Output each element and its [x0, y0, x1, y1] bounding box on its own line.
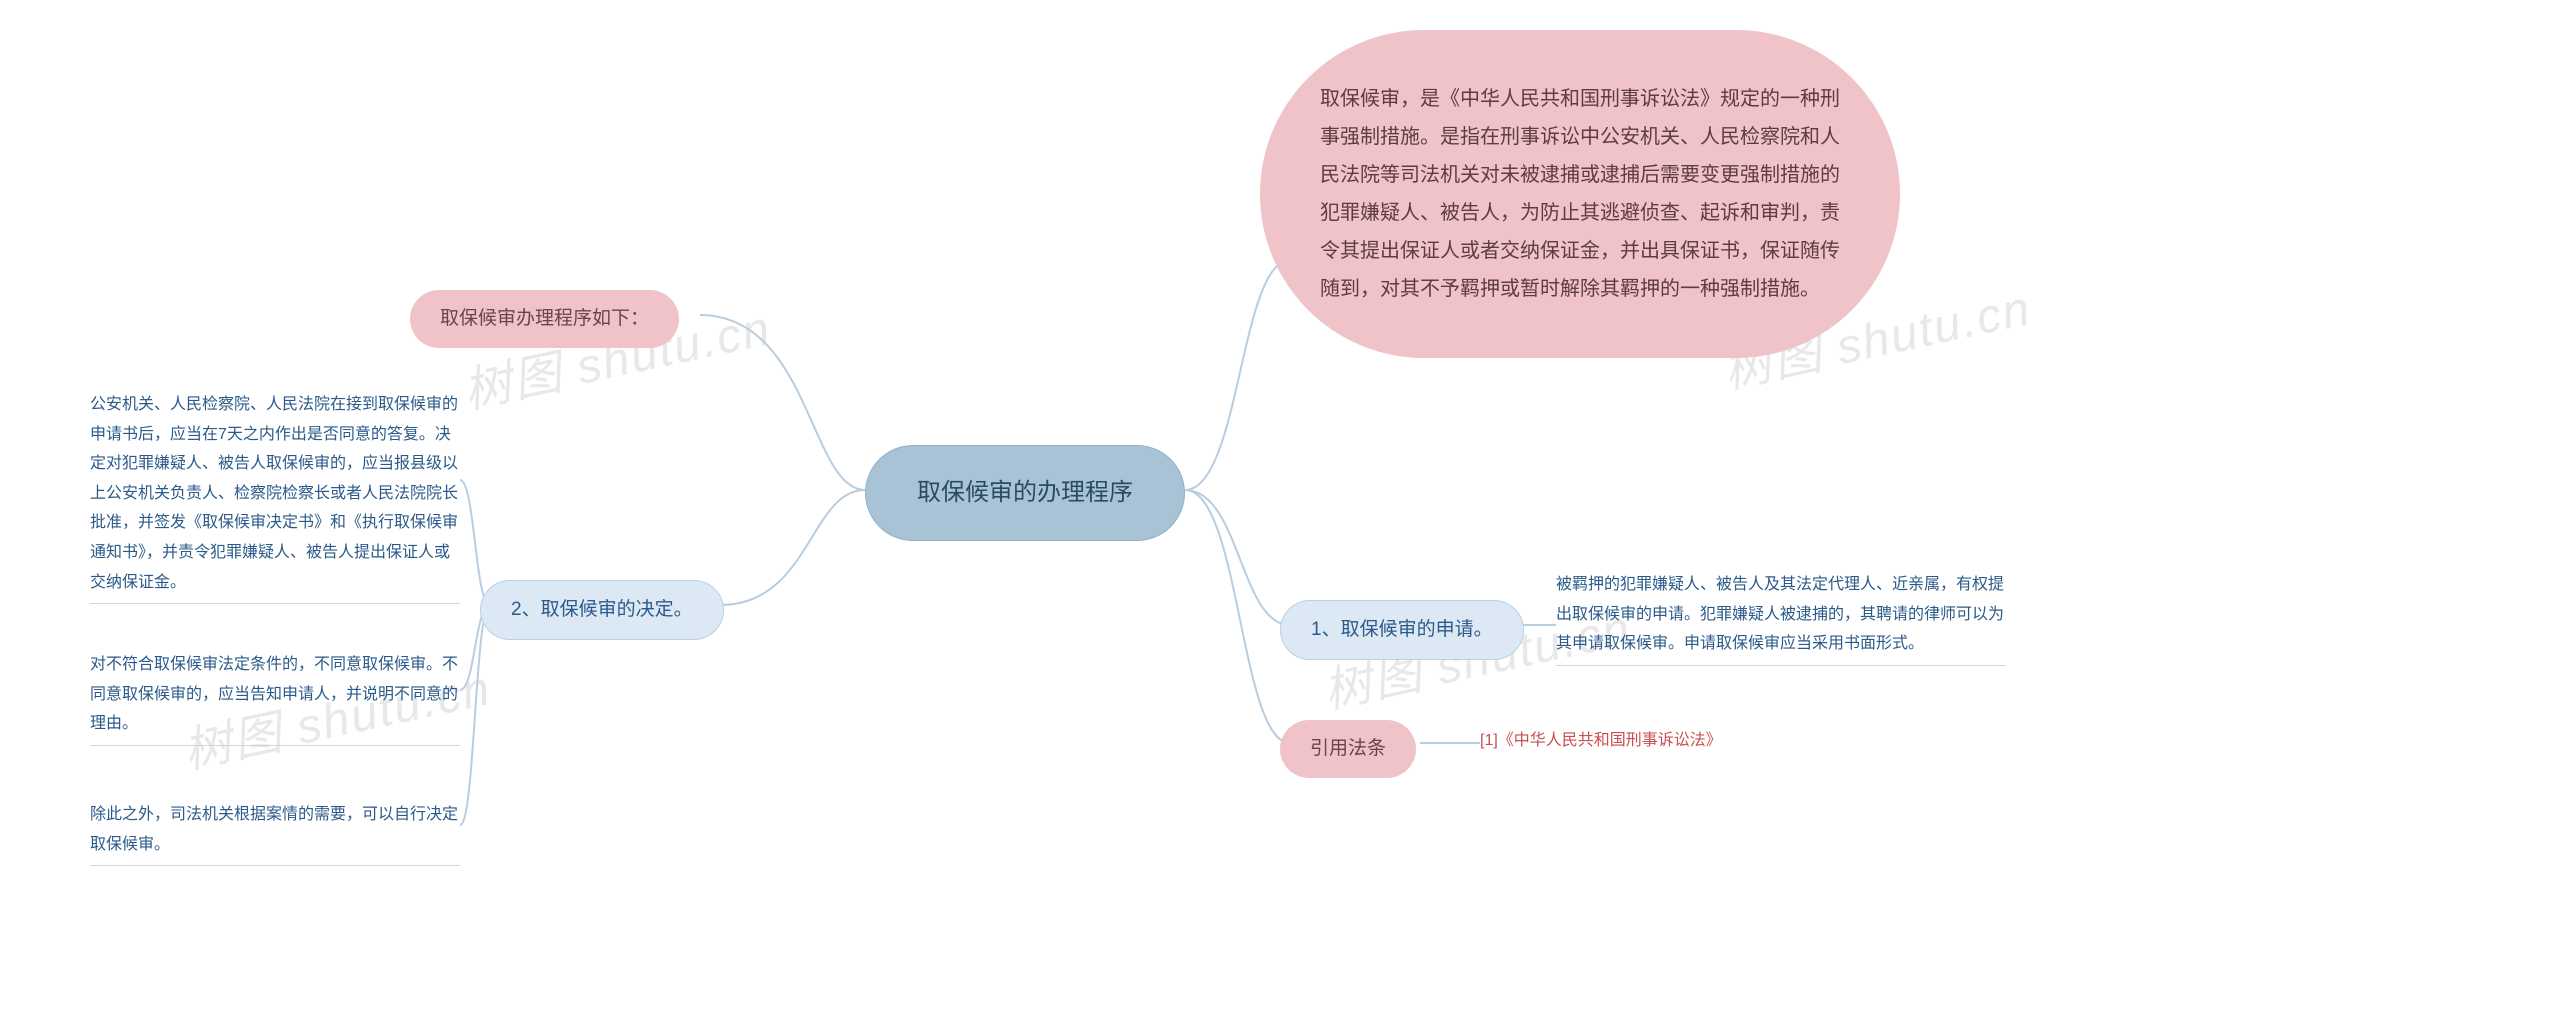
description-node: 取保候审，是《中华人民共和国刑事诉讼法》规定的一种刑事强制措施。是指在刑事诉讼中…: [1260, 30, 1900, 358]
leaf-decide-3: 除此之外，司法机关根据案情的需要，可以自行决定取保候审。: [90, 800, 460, 866]
leaf-decide-1: 公安机关、人民检察院、人民法院在接到取保候审的申请书后，应当在7天之内作出是否同…: [90, 390, 460, 604]
leaf-decide-2: 对不符合取保候审法定条件的，不同意取保候审。不同意取保候审的，应当告知申请人，并…: [90, 650, 460, 746]
branch-apply: 1、取保候审的申请。: [1280, 600, 1524, 660]
branch-procedure: 取保候审办理程序如下：: [410, 290, 679, 348]
center-node: 取保候审的办理程序: [865, 445, 1185, 541]
branch-cite: 引用法条: [1280, 720, 1416, 778]
leaf-cite: [1]《中华人民共和国刑事诉讼法》: [1480, 726, 1722, 762]
leaf-apply: 被羁押的犯罪嫌疑人、被告人及其法定代理人、近亲属，有权提出取保候审的申请。犯罪嫌…: [1556, 570, 2006, 666]
branch-decide: 2、取保候审的决定。: [480, 580, 724, 640]
